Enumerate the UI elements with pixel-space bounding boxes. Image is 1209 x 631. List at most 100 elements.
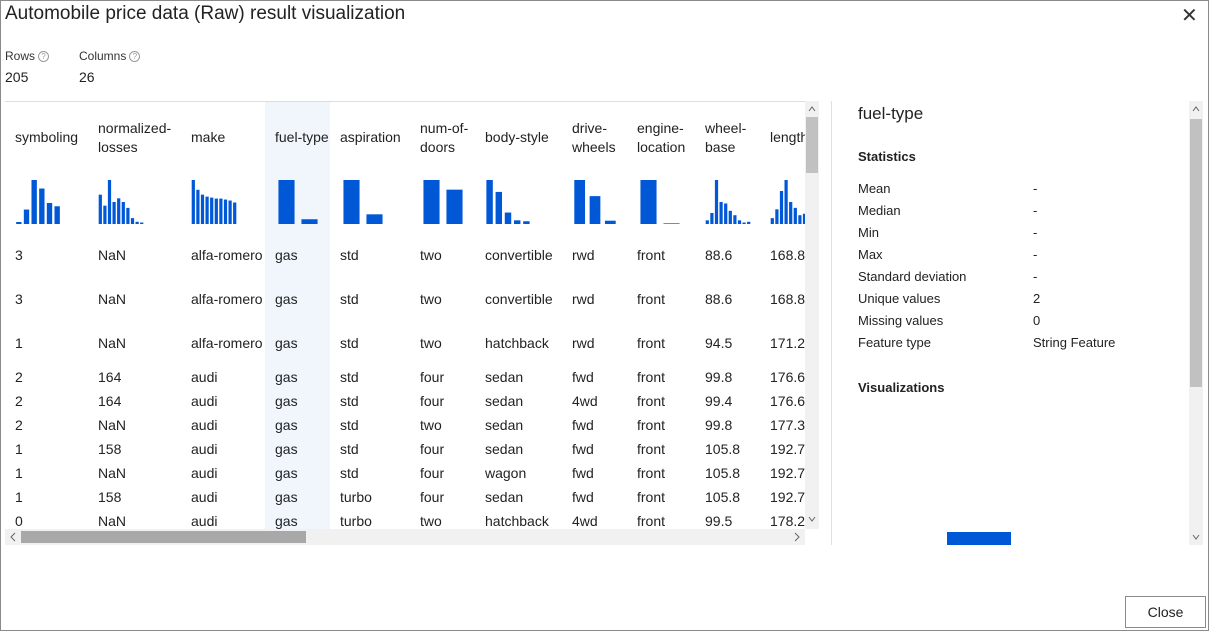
table-cell: fwd [572, 464, 594, 481]
table-cell: convertible [485, 290, 553, 307]
table-cell: 164 [98, 392, 122, 409]
table-cell: front [637, 416, 666, 433]
histogram-bar [737, 219, 742, 224]
table-cell: gas [265, 509, 330, 530]
table-cell: 105.8 [705, 464, 741, 481]
table-cell: two [420, 290, 442, 307]
table-cell: 1 [15, 334, 23, 351]
histogram-bar [107, 179, 112, 224]
column-header: body-style [485, 129, 549, 145]
histogram-bar [103, 205, 107, 224]
stat-label: Standard deviation [858, 269, 967, 284]
stat-label: Median [858, 203, 901, 218]
horizontal-scrollbar[interactable] [5, 529, 805, 545]
table-cell: std [340, 464, 359, 481]
vertical-scrollbar[interactable] [805, 101, 819, 529]
table-cell: alfa-romero [191, 290, 263, 307]
histogram-bar [747, 221, 751, 224]
stat-value: 2 [1033, 291, 1041, 306]
panel-scrollbar[interactable] [1189, 101, 1203, 545]
histogram-bar [343, 179, 360, 224]
histogram-bar [200, 194, 205, 224]
histogram [423, 179, 463, 224]
bar [947, 532, 1011, 545]
table-cell: front [637, 246, 666, 263]
histogram-bar [779, 190, 784, 224]
histogram-cell [5, 173, 88, 233]
info-icon[interactable]: ? [38, 51, 50, 62]
histogram-bar [233, 201, 237, 224]
table-cell: convertible [485, 246, 553, 263]
table-cell: 171.2 [770, 334, 805, 351]
table-cell: two [420, 512, 442, 529]
table-row: 2 NaN audi gas std two sedan fwd front 99.8 177.3 [5, 413, 805, 437]
histogram-cell [330, 173, 410, 233]
table-cell: gas [265, 321, 330, 365]
table-cell: std [340, 368, 359, 385]
table-cell: std [340, 334, 359, 351]
table-cell: 178.2 [770, 512, 805, 529]
column-header: wheel-base [705, 119, 747, 155]
table-cell: 4wd [572, 512, 598, 529]
stat-value: 0 [1033, 313, 1041, 328]
statistics-title: Statistics [858, 149, 916, 164]
info-icon[interactable]: ? [129, 51, 141, 62]
histogram-bar [789, 201, 793, 224]
table-cell: alfa-romero [191, 246, 263, 263]
visualizations-title: Visualizations [858, 380, 945, 395]
histogram-bar [46, 202, 53, 224]
column-header: aspiration [340, 129, 401, 145]
histogram-bar [366, 213, 383, 224]
table-cell: std [340, 416, 359, 433]
column-header: fuel-type [265, 102, 330, 173]
table-cell: NaN [98, 246, 127, 263]
table-cell: fwd [572, 440, 594, 457]
table-row: 3 NaN alfa-romero gas std two convertible rwd fr… [5, 277, 805, 321]
data-table-viewport: symboling normalized-losses make fuel-type a… [5, 101, 805, 530]
histogram-bar [770, 217, 774, 224]
table-cell: front [637, 290, 666, 307]
histogram-cell [760, 173, 805, 233]
histogram-bar [196, 189, 200, 224]
table-cell: sedan [485, 488, 524, 505]
stat-label: Min [858, 225, 879, 240]
table-cell: fwd [572, 488, 594, 505]
table-cell: std [340, 290, 359, 307]
table-cell: front [637, 488, 666, 505]
close-icon[interactable]: ✕ [1181, 5, 1198, 27]
table-row: 3 NaN alfa-romero gas std two convertible rwd fr… [5, 233, 805, 277]
table-cell: gas [265, 461, 330, 485]
table-cell: gas [265, 413, 330, 437]
histogram-bar [446, 189, 463, 224]
table-cell: two [420, 246, 442, 263]
histogram-bar [495, 191, 503, 224]
column-header: engine-location [637, 119, 686, 155]
histogram [705, 179, 751, 224]
histogram-bar [210, 197, 214, 224]
histogram-bar [728, 210, 732, 224]
histogram-bar [742, 222, 746, 224]
close-button[interactable]: Close [1125, 596, 1206, 628]
histogram-bar [486, 179, 493, 224]
columns-label: Columns [79, 49, 127, 63]
table-row: 1 NaN audi gas std four wagon fwd front 105.8 192.… [5, 461, 805, 485]
divider [831, 101, 832, 545]
table-cell: front [637, 392, 666, 409]
table-cell: fwd [572, 368, 594, 385]
table-row: 2 164 audi gas std four sedan fwd front 99.8 176.6 [5, 365, 805, 389]
histogram-bar [574, 179, 586, 224]
histogram [191, 179, 237, 224]
details-panel: fuel-type Statistics Mean - Median - Min - Max… [832, 101, 1189, 545]
table-cell: two [420, 334, 442, 351]
table-cell: 105.8 [705, 440, 741, 457]
histogram-row [5, 173, 805, 233]
histogram-bar [523, 220, 530, 224]
table-cell: gas [265, 485, 330, 509]
table-cell: fwd [572, 416, 594, 433]
histogram-bar [219, 198, 223, 224]
histogram-bar [663, 222, 680, 224]
table-cell: NaN [98, 290, 127, 307]
table-cell: rwd [572, 334, 595, 351]
table-cell: rwd [572, 290, 595, 307]
